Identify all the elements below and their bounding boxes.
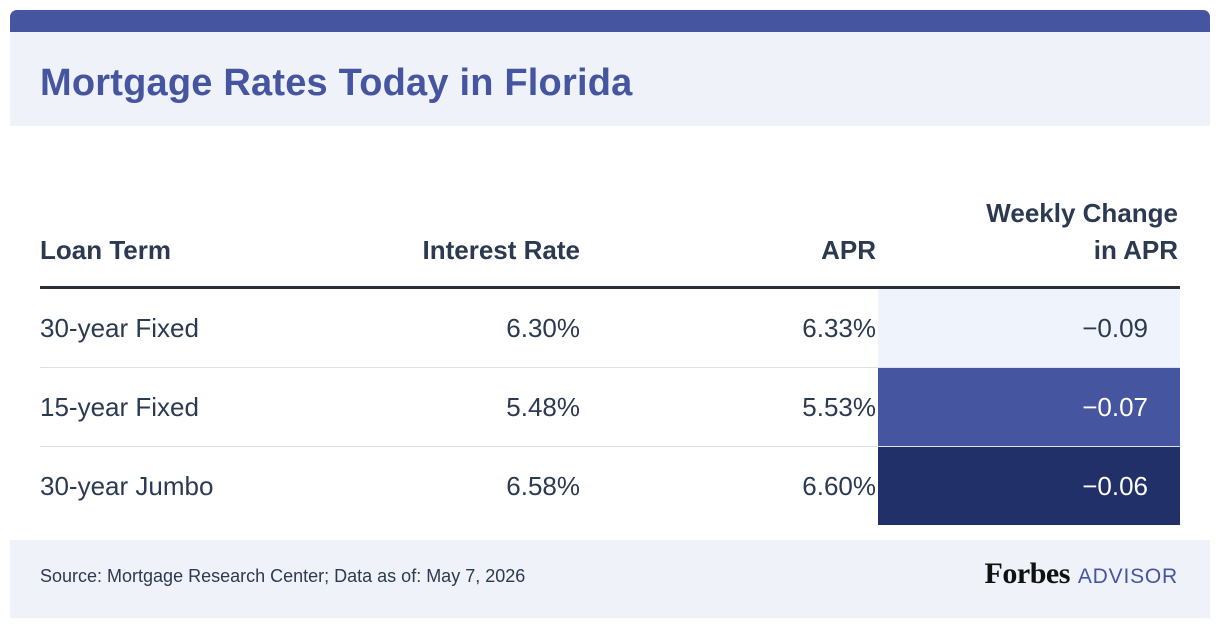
apr-cell: 6.33%	[802, 313, 876, 343]
title-header: Mortgage Rates Today in Florida	[10, 32, 1210, 126]
loan-term-cell: 15-year Fixed	[40, 392, 199, 422]
column-header-loan-term: Loan Term	[40, 235, 171, 265]
brand-name: Forbes	[984, 557, 1071, 590]
table-row: 30-year Fixed 6.30% 6.33% −0.09	[40, 289, 1180, 368]
apr-cell: 6.60%	[802, 471, 876, 501]
table-row: 30-year Jumbo 6.58% 6.60% −0.06	[40, 447, 1180, 525]
page-title: Mortgage Rates Today in Florida	[40, 62, 633, 104]
column-header-interest-rate: Interest Rate	[422, 235, 581, 265]
column-header-apr: APR	[821, 235, 876, 265]
brand-sub: ADVISOR	[1077, 565, 1178, 588]
loan-term-cell: 30-year Jumbo	[40, 471, 214, 501]
interest-rate-cell: 6.58%	[506, 471, 580, 501]
accent-bar	[10, 10, 1210, 32]
weekly-change-cell: −0.07	[878, 368, 1180, 446]
loan-term-cell: 30-year Fixed	[40, 313, 199, 343]
footer: Source: Mortgage Research Center; Data a…	[10, 540, 1210, 618]
table-row: 15-year Fixed 5.48% 5.53% −0.07	[40, 368, 1180, 447]
weekly-change-cell: −0.06	[878, 447, 1180, 525]
apr-cell: 5.53%	[802, 392, 876, 422]
forbes-advisor-logo: Forbes ADVISOR	[985, 557, 1178, 591]
rates-card: Mortgage Rates Today in Florida Loan Ter…	[10, 10, 1210, 618]
weekly-change-cell: −0.09	[878, 289, 1180, 367]
interest-rate-cell: 5.48%	[506, 392, 580, 422]
rates-table: Loan Term Interest Rate APR Weekly Chang…	[40, 190, 1180, 525]
table-header-row: Loan Term Interest Rate APR Weekly Chang…	[40, 190, 1180, 286]
column-header-weekly-change-line2: in APR	[1093, 235, 1178, 265]
source-note: Source: Mortgage Research Center; Data a…	[40, 566, 526, 586]
column-header-weekly-change: Weekly Change in APR	[900, 195, 1178, 269]
column-header-weekly-change-line1: Weekly Change	[986, 198, 1178, 228]
header-divider	[40, 286, 1180, 289]
interest-rate-cell: 6.30%	[506, 313, 580, 343]
